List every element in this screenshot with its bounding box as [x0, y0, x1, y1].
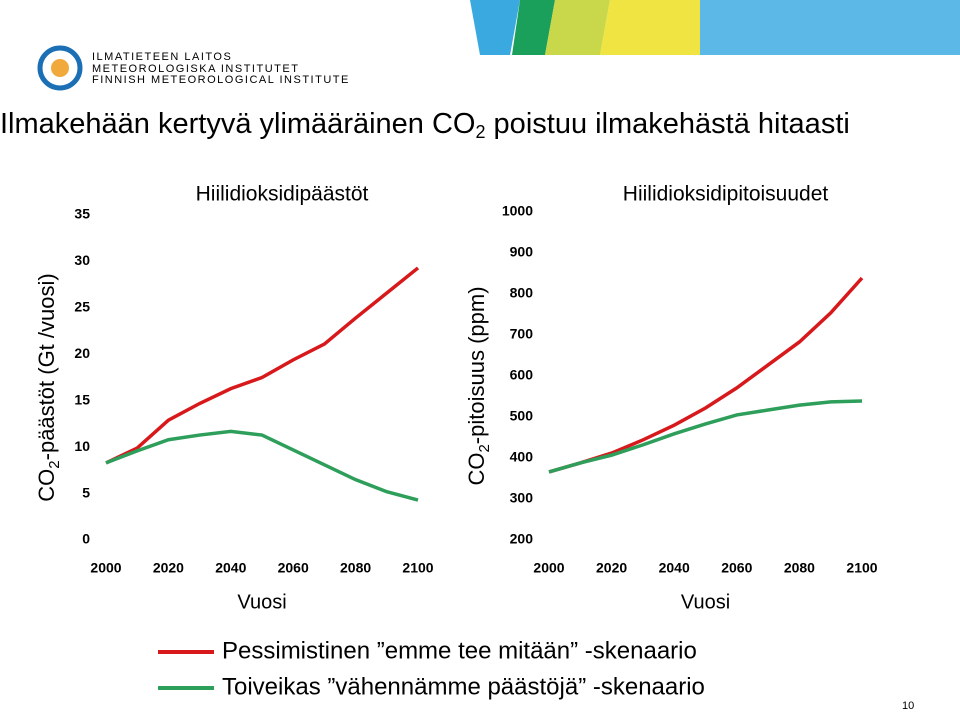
y-tick-label: 30	[74, 252, 90, 268]
y-tick-label: 10	[74, 438, 90, 454]
title-sub: 2	[475, 122, 485, 142]
x-tick-label: 2100	[402, 560, 433, 576]
x-tick-label: 2040	[215, 560, 246, 576]
y-axis-label: CO2-päästöt (Gt /vuosi)	[34, 273, 63, 501]
x-tick-label: 2100	[846, 560, 877, 576]
page-number: 10	[902, 700, 914, 712]
x-tick-label: 2060	[278, 560, 309, 576]
y-tick-label: 500	[510, 408, 534, 424]
data-line	[105, 429, 419, 502]
y-tick-label: 15	[74, 391, 90, 407]
legend-label: Pessimistinen ”emme tee mitään” -skenaar…	[222, 637, 697, 664]
logo	[51, 59, 69, 77]
y-tick-label: 400	[510, 449, 534, 465]
y-label-part: 2	[476, 444, 493, 452]
y-label-part: CO	[464, 453, 489, 486]
chart-title: Hiilidioksidipitoisuudet	[623, 183, 829, 206]
title-part: Ilmakehään kertyvä ylimääräinen CO	[0, 108, 475, 140]
decor	[700, 0, 960, 55]
y-tick-label: 5	[82, 484, 90, 500]
x-axis-label: Vuosi	[237, 591, 286, 613]
y-axis-label: CO2-pitoisuus (ppm)	[464, 286, 493, 485]
y-tick-label: 20	[74, 345, 90, 361]
y-label-part: 2	[46, 460, 63, 468]
y-label-part: CO	[34, 469, 59, 502]
y-label-part: -pitoisuus (ppm)	[464, 286, 489, 444]
y-label-part: -päästöt (Gt /vuosi)	[34, 273, 59, 460]
x-tick-label: 2040	[659, 560, 690, 576]
x-axis-label: Vuosi	[681, 591, 730, 613]
y-tick-label: 0	[82, 531, 90, 547]
x-tick-label: 2020	[153, 560, 184, 576]
x-tick-label: 2080	[784, 560, 815, 576]
chart-title: Hiilidioksidipäästöt	[196, 183, 369, 206]
x-tick-label: 2060	[721, 560, 752, 576]
y-tick-label: 25	[74, 299, 90, 315]
legend-label: Toiveikas ”vähennämme päästöjä” -skenaar…	[222, 673, 705, 700]
title-part: poistuu ilmakehästä hitaasti	[486, 108, 850, 140]
decor	[545, 0, 610, 55]
data-line	[548, 276, 864, 474]
y-tick-label: 35	[74, 206, 90, 222]
y-tick-label: 600	[510, 367, 534, 383]
decor	[470, 0, 520, 55]
decor	[600, 0, 700, 55]
y-tick-label: 900	[510, 244, 534, 260]
data-line	[548, 399, 863, 474]
y-tick-label: 200	[510, 531, 534, 547]
decor	[512, 0, 555, 55]
data-line	[105, 266, 420, 465]
slide-title: Ilmakehään kertyvä ylimääräinen CO2 pois…	[0, 108, 850, 142]
y-tick-label: 700	[510, 326, 534, 342]
logo-text: ILMATIETEEN LAITOS	[92, 51, 232, 63]
logo	[37, 45, 83, 91]
x-tick-label: 2020	[596, 560, 627, 576]
x-tick-label: 2000	[533, 560, 564, 576]
x-tick-label: 2000	[90, 560, 121, 576]
y-tick-label: 1000	[502, 203, 533, 219]
logo-text: METEOROLOGISKA INSTITUTET	[92, 63, 299, 75]
x-tick-label: 2080	[340, 560, 371, 576]
y-tick-label: 800	[510, 285, 534, 301]
y-tick-label: 300	[510, 490, 534, 506]
logo-text: FINNISH METEOROLOGICAL INSTITUTE	[92, 74, 350, 86]
